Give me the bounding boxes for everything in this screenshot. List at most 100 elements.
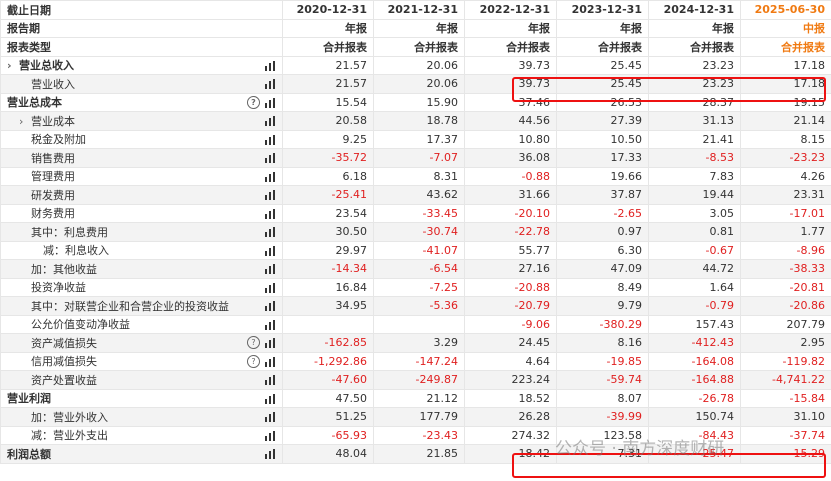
bar-chart-icon[interactable] <box>265 338 276 348</box>
bar-chart-icon[interactable] <box>265 171 276 182</box>
help-icon[interactable]: ? <box>247 354 260 368</box>
bar-chart-icon[interactable] <box>265 227 276 237</box>
bar-chart-icon[interactable] <box>265 134 276 145</box>
value-cell: 8.16 <box>556 333 649 353</box>
value-cell: 20.58 <box>282 111 374 131</box>
bar-chart-icon[interactable] <box>265 116 276 126</box>
bar-chart-icon[interactable] <box>265 208 276 219</box>
header-cell: 2022-12-31 <box>464 0 557 20</box>
table-row: 其中：利息费用 30.50 -30.74 -22.78 0.97 0.81 1.77 <box>0 222 831 242</box>
value-cell: 7.83 <box>648 166 741 186</box>
value-cell: -4,741.22 <box>740 370 831 390</box>
table-row: 减：营业外支出 -65.93 -23.43 274.32 123.58 -84.43 -37… <box>0 425 831 445</box>
table-row: 研发费用 -25.41 43.62 31.66 37.87 19.44 23.31 <box>0 185 831 205</box>
row-label-cell: 利润总额 <box>0 444 283 464</box>
value-cell: 21.57 <box>282 55 374 75</box>
value-cell: -15.84 <box>740 388 831 408</box>
value-cell: -249.87 <box>373 370 465 390</box>
value-cell: 18.78 <box>373 111 465 131</box>
value-cell: -47.60 <box>282 370 374 390</box>
bar-chart-icon[interactable] <box>265 412 276 422</box>
row-label-cell: 减：营业外支出 <box>0 425 283 445</box>
value-cell: 21.12 <box>373 388 465 408</box>
value-cell: -25.41 <box>282 185 374 205</box>
bar-chart-icon[interactable] <box>265 319 276 330</box>
row-label: 营业成本 <box>31 114 75 128</box>
bar-chart-icon[interactable] <box>265 153 276 163</box>
value-cell: 29.97 <box>282 240 374 260</box>
value-cell: 37.46 <box>464 92 557 112</box>
bar-chart-icon[interactable] <box>265 264 276 274</box>
value-cell: -23.43 <box>373 425 465 445</box>
bar-chart-icon[interactable] <box>265 356 276 367</box>
row-label-cell: 营业收入 <box>0 74 283 94</box>
header-cell: 年报 <box>373 18 465 38</box>
value-cell: 19.44 <box>648 185 741 205</box>
table-row: 营业总成本? 15.54 15.90 37.46 26.53 28.37 19.15 <box>0 92 831 112</box>
bar-chart-icon[interactable] <box>265 190 276 200</box>
value-cell: 21.85 <box>373 444 465 464</box>
value-cell: 9.25 <box>282 129 374 149</box>
row-label-cell: 减：利息收入 <box>0 240 283 260</box>
table-row: › 营业成本 20.58 18.78 44.56 27.39 31.13 21.14 <box>0 111 831 131</box>
bar-chart-icon[interactable] <box>265 97 276 108</box>
value-cell: 1.64 <box>648 277 741 297</box>
value-cell: 31.10 <box>740 407 831 427</box>
value-cell: -119.82 <box>740 351 831 371</box>
value-cell: -20.81 <box>740 277 831 297</box>
header-cell: 合并报表 <box>373 37 465 57</box>
value-cell: 10.50 <box>556 129 649 149</box>
value-cell: 27.16 <box>464 259 557 279</box>
bar-chart-icon[interactable] <box>265 393 276 404</box>
table-row: › 营业总收入 21.57 20.06 39.73 25.45 23.23 17.18 <box>0 55 831 75</box>
bar-chart-icon[interactable] <box>265 301 276 311</box>
value-cell: -38.33 <box>740 259 831 279</box>
value-cell: 44.72 <box>648 259 741 279</box>
header-label: 报告期 <box>0 18 283 38</box>
value-cell: 3.05 <box>648 203 741 223</box>
value-cell: -0.67 <box>648 240 741 260</box>
row-label: 利润总额 <box>7 447 51 461</box>
row-label: 其中：利息费用 <box>31 225 108 239</box>
row-label: 营业利润 <box>7 392 51 406</box>
value-cell: 9.79 <box>556 296 649 316</box>
value-cell: 0.81 <box>648 222 741 242</box>
row-label-cell: 资产减值损失? <box>0 333 283 353</box>
table-row: 管理费用 6.18 8.31 -0.88 19.66 7.83 4.26 <box>0 166 831 186</box>
row-label: 投资净收益 <box>31 281 86 295</box>
bar-chart-icon[interactable] <box>265 375 276 385</box>
value-cell <box>282 314 374 334</box>
value-cell: 16.84 <box>282 277 374 297</box>
chevron-right-icon[interactable]: › <box>19 114 24 128</box>
header-cell: 2025-06-30 <box>740 0 831 20</box>
help-icon[interactable]: ? <box>247 336 260 349</box>
bar-chart-icon[interactable] <box>265 430 276 441</box>
value-cell: -164.08 <box>648 351 741 371</box>
row-label: 公允价值变动净收益 <box>31 318 130 332</box>
row-label-cell: 信用减值损失? <box>0 351 283 371</box>
help-icon[interactable]: ? <box>247 95 260 109</box>
chevron-right-icon[interactable]: › <box>7 59 12 73</box>
header-cell: 2024-12-31 <box>648 0 741 20</box>
value-cell: 43.62 <box>373 185 465 205</box>
header-cell: 中报 <box>740 18 831 38</box>
table-row: 其中：对联营企业和合营企业的投资收益 34.95 -5.36 -20.79 9.79 -0… <box>0 296 831 316</box>
header-cell: 合并报表 <box>556 37 649 57</box>
value-cell: 17.33 <box>556 148 649 168</box>
bar-chart-icon[interactable] <box>265 60 276 71</box>
value-cell: 8.49 <box>556 277 649 297</box>
row-label-cell: › 营业成本 <box>0 111 283 131</box>
header-cell: 年报 <box>464 18 557 38</box>
row-label-cell: 财务费用 <box>0 203 283 223</box>
value-cell: 28.37 <box>648 92 741 112</box>
row-label: 信用减值损失 <box>31 355 97 369</box>
table-row: 税金及附加 9.25 17.37 10.80 10.50 21.41 8.15 <box>0 129 831 149</box>
row-label-cell: 资产处置收益 <box>0 370 283 390</box>
bar-chart-icon[interactable] <box>265 245 276 256</box>
bar-chart-icon[interactable] <box>265 449 276 459</box>
value-cell: -20.10 <box>464 203 557 223</box>
value-cell: 20.06 <box>373 74 465 94</box>
bar-chart-icon[interactable] <box>265 282 276 293</box>
bar-chart-icon[interactable] <box>265 79 276 89</box>
value-cell: -25.47 <box>648 444 741 464</box>
